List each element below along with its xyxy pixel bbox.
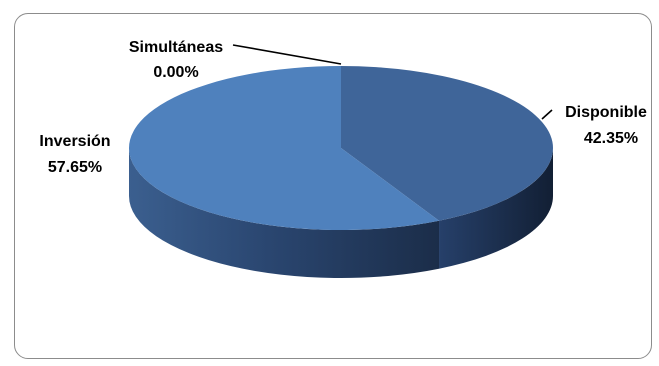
pie-slice-inversi-n: [128, 66, 440, 230]
pie-side-disponible: [439, 148, 553, 269]
leader-line-simultaneas: [232, 44, 342, 65]
pie-slice-disponible: [341, 66, 554, 221]
pie-sides: [129, 148, 553, 278]
label-disponible-value: 42.35%: [584, 130, 638, 147]
pie-side-inversi-n: [129, 148, 440, 278]
label-inversion-name: Inversión: [39, 133, 110, 150]
leader-lines: [232, 44, 553, 120]
pie-tops: [128, 66, 554, 230]
label-simultaneas-name: Simultáneas: [129, 39, 223, 56]
label-disponible-name: Disponible: [565, 104, 647, 121]
leader-line-disponible: [541, 109, 553, 120]
label-inversion-value: 57.65%: [48, 159, 102, 176]
label-simultaneas-value: 0.00%: [153, 64, 198, 81]
